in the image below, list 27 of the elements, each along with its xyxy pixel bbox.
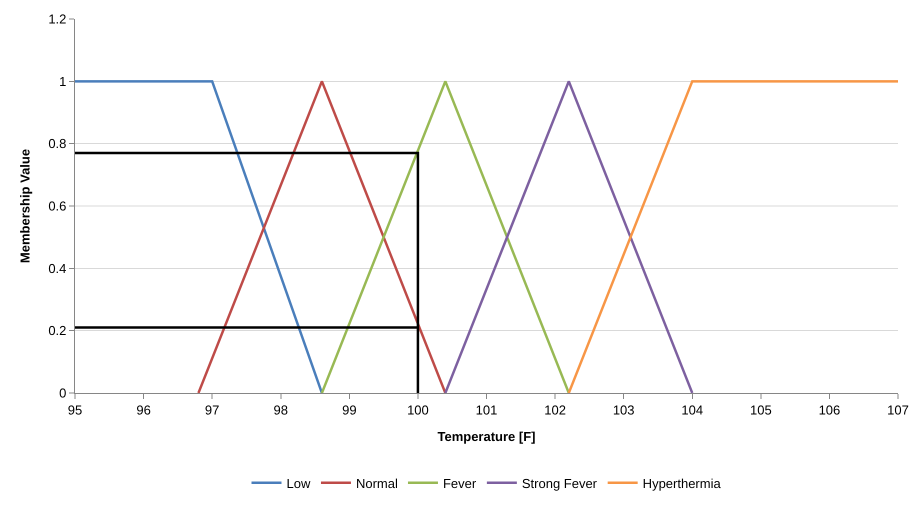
x-tick-label: 103: [612, 402, 635, 418]
x-tick-label: 106: [818, 402, 840, 418]
x-tick-label: 99: [342, 402, 357, 418]
x-tick-label: 100: [407, 402, 429, 418]
x-tick-label: 98: [274, 402, 288, 418]
legend-label: Low: [286, 476, 311, 491]
x-tick-label: 107: [887, 402, 909, 418]
y-tick-label: 1: [59, 74, 66, 89]
legend-label: Normal: [356, 476, 398, 491]
x-tick-label: 105: [750, 402, 772, 418]
y-tick-label: 0.8: [48, 136, 66, 152]
y-tick-label: 1.2: [48, 12, 66, 27]
legend-label: Strong Fever: [522, 476, 598, 491]
y-tick-label: 0.4: [48, 260, 66, 276]
x-axis-title: Temperature [F]: [438, 429, 536, 444]
x-tick-label: 101: [476, 402, 498, 418]
x-tick-label: 97: [204, 402, 220, 418]
y-axis-title: Membership Value: [17, 148, 32, 264]
x-tick-label: 104: [681, 402, 704, 418]
y-tick-label: 0.6: [48, 198, 66, 214]
x-tick-label: 102: [544, 402, 566, 418]
x-tick-label: 95: [68, 402, 82, 418]
legend-label: Fever: [442, 476, 477, 491]
legend-label: Hyperthermia: [642, 476, 722, 491]
y-tick-label: 0: [59, 386, 66, 401]
x-tick-label: 96: [136, 402, 151, 418]
y-tick-label: 0.2: [48, 323, 66, 338]
